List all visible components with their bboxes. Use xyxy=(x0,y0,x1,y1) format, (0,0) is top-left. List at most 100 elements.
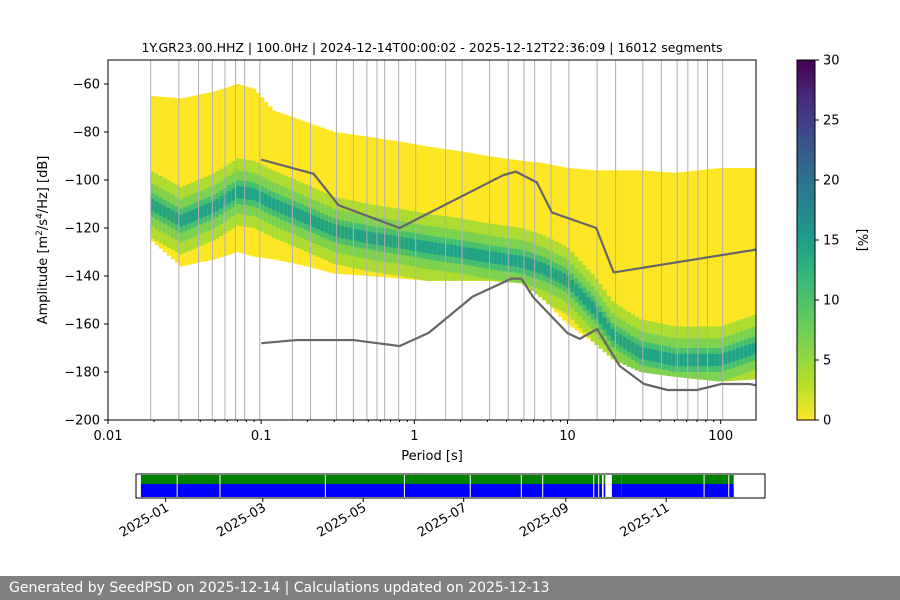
heatmap-envelope-cell xyxy=(158,96,164,249)
heatmap-density-cell xyxy=(437,243,442,255)
heatmap-column xyxy=(312,124,317,269)
heatmap-density-cell xyxy=(243,187,249,200)
heatmap-density-cell xyxy=(227,191,233,204)
heatmap-density-cell xyxy=(719,353,725,366)
heatmap-column xyxy=(295,119,301,265)
heatmap-density-cell xyxy=(324,220,329,233)
heatmap-column xyxy=(687,171,693,379)
heatmap-column xyxy=(643,170,648,373)
heatmap-density-cell xyxy=(154,201,160,214)
heatmap-envelope-cell xyxy=(651,171,656,374)
heatmap-column xyxy=(598,170,604,349)
heatmap-density-cell xyxy=(388,235,394,248)
heatmap-envelope-cell xyxy=(457,151,463,281)
heatmap-density-cell xyxy=(320,219,325,232)
heatmap-density-cell xyxy=(638,346,644,359)
heatmap-density-cell xyxy=(542,262,547,275)
heatmap-column xyxy=(235,84,241,252)
heatmap-envelope-cell xyxy=(598,170,604,349)
heatmap-envelope-cell xyxy=(525,161,531,289)
timeline-tick-label: 2025-03 xyxy=(214,500,269,540)
heatmap-column xyxy=(751,168,756,380)
heatmap-column xyxy=(562,167,567,321)
heatmap-column xyxy=(380,139,386,278)
heatmap-column xyxy=(360,136,366,276)
heatmap-column xyxy=(259,97,265,258)
heatmap-envelope-cell xyxy=(473,153,479,281)
heatmap-column xyxy=(655,171,660,375)
heatmap-density-cell xyxy=(525,257,531,270)
heatmap-column xyxy=(340,133,345,275)
heatmap-column xyxy=(554,165,559,313)
heatmap-column xyxy=(219,89,224,258)
heatmap-density-cell xyxy=(679,354,684,366)
heatmap-density-cell xyxy=(558,271,563,284)
heatmap-envelope-cell xyxy=(586,169,592,339)
heatmap-column xyxy=(243,86,249,255)
heatmap-envelope-cell xyxy=(735,168,741,381)
heatmap-column xyxy=(626,170,632,367)
heatmap-column xyxy=(408,143,414,280)
heatmap-column xyxy=(473,153,479,281)
heatmap-envelope-cell xyxy=(178,98,184,267)
heatmap-column xyxy=(187,96,192,265)
heatmap-column xyxy=(433,147,438,281)
heatmap-density-cell xyxy=(497,252,503,265)
heatmap-density-cell xyxy=(182,213,188,226)
heatmap-density-cell xyxy=(731,349,737,362)
heatmap-column xyxy=(174,98,180,263)
heatmap-envelope-cell xyxy=(433,147,438,281)
heatmap-envelope-cell xyxy=(461,151,467,281)
heatmap-density-cell xyxy=(711,354,717,366)
heatmap-density-cell xyxy=(707,354,713,366)
heatmap-column xyxy=(747,168,753,380)
colorbar-tick-label: 0 xyxy=(823,414,831,429)
heatmap-density-cell xyxy=(570,280,576,292)
heatmap-column xyxy=(300,120,305,266)
heatmap-column xyxy=(731,168,737,381)
heatmap-column xyxy=(574,168,580,331)
heatmap-column xyxy=(316,126,321,270)
heatmap-density-cell xyxy=(304,211,309,224)
heatmap-envelope-cell xyxy=(590,170,596,342)
heatmap-column xyxy=(622,170,628,365)
heatmap-envelope-cell xyxy=(687,171,693,379)
heatmap-envelope-cell xyxy=(441,148,446,281)
heatmap-envelope-cell xyxy=(602,170,608,353)
heatmap-column xyxy=(263,101,269,259)
heatmap-column xyxy=(150,96,156,242)
heatmap-density-cell xyxy=(578,288,584,301)
heatmap-density-cell xyxy=(408,238,414,251)
colorbar-tick-label: 30 xyxy=(823,54,840,69)
heatmap-density-cell xyxy=(207,202,212,215)
heatmap-envelope-cell xyxy=(493,157,499,282)
heatmap-density-cell xyxy=(513,254,519,267)
heatmap-column xyxy=(590,170,596,342)
heatmap-envelope-cell xyxy=(707,169,713,381)
heatmap-column xyxy=(376,138,382,277)
heatmap-envelope-cell xyxy=(150,96,156,242)
heatmap-envelope-cell xyxy=(550,164,555,309)
curve-nhnm xyxy=(260,158,756,274)
noise-model-curves xyxy=(260,158,756,392)
heatmap-envelope-cell xyxy=(739,168,745,381)
heatmap-column xyxy=(372,137,378,277)
psd-availability-bar xyxy=(603,475,606,484)
heatmap-density-cell xyxy=(485,250,491,263)
heatmap-density-cell xyxy=(380,233,386,246)
heatmap-column xyxy=(530,161,535,292)
heatmap-density-cell xyxy=(360,230,366,243)
heatmap-density-cell xyxy=(239,186,245,199)
heatmap-density-cell xyxy=(287,205,293,218)
timeline-tick-label: 2025-11 xyxy=(618,500,673,540)
heatmap-density-cell xyxy=(279,201,285,214)
heatmap-column xyxy=(162,97,168,253)
heatmap-column xyxy=(211,91,216,260)
heatmap-column xyxy=(699,170,705,380)
heatmap-column xyxy=(517,160,523,284)
heatmap-density-cell xyxy=(158,203,164,216)
heatmap-envelope-cell xyxy=(626,170,632,367)
heatmap-density-cell xyxy=(174,212,180,225)
heatmap-column xyxy=(582,169,588,337)
data-availability-bar xyxy=(621,484,734,497)
